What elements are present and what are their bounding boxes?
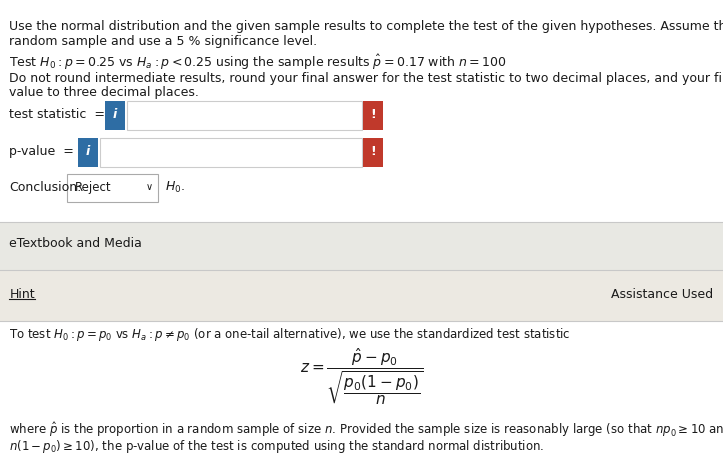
FancyBboxPatch shape — [0, 0, 723, 222]
Text: i: i — [113, 108, 117, 121]
Text: Hint: Hint — [9, 288, 35, 301]
FancyBboxPatch shape — [78, 138, 98, 167]
Text: test statistic  =: test statistic = — [9, 108, 106, 121]
Text: i: i — [86, 145, 90, 158]
Text: random sample and use a 5 % significance level.: random sample and use a 5 % significance… — [9, 35, 317, 48]
FancyBboxPatch shape — [0, 222, 723, 270]
Text: Test $H_0 : p = 0.25$ vs $H_a : p < 0.25$ using the sample results $\hat{p} = 0.: Test $H_0 : p = 0.25$ vs $H_a : p < 0.25… — [9, 53, 507, 72]
Text: Assistance Used: Assistance Used — [612, 288, 714, 301]
FancyBboxPatch shape — [127, 101, 362, 130]
Text: !: ! — [370, 108, 376, 121]
Text: Do not round intermediate results, round your final answer for the test statisti: Do not round intermediate results, round… — [9, 72, 723, 85]
FancyBboxPatch shape — [0, 270, 723, 321]
FancyBboxPatch shape — [363, 101, 383, 130]
FancyBboxPatch shape — [363, 138, 383, 167]
Text: Use the normal distribution and the given sample results to complete the test of: Use the normal distribution and the give… — [9, 20, 723, 33]
Text: $z = \dfrac{\hat{p} - p_0}{\sqrt{\dfrac{p_0(1-p_0)}{n}}}$: $z = \dfrac{\hat{p} - p_0}{\sqrt{\dfrac{… — [299, 346, 424, 407]
FancyBboxPatch shape — [105, 101, 125, 130]
Text: $H_0$.: $H_0$. — [165, 180, 185, 195]
Text: eTextbook and Media: eTextbook and Media — [9, 237, 142, 250]
FancyBboxPatch shape — [67, 174, 158, 202]
Text: where $\hat{p}$ is the proportion in a random sample of size $n$. Provided the s: where $\hat{p}$ is the proportion in a r… — [9, 420, 723, 439]
Text: To test $H_0 : p = p_0$ vs $H_a : p \neq p_0$ (or a one-tail alternative), we us: To test $H_0 : p = p_0$ vs $H_a : p \neq… — [9, 326, 571, 343]
Text: $n(1 - p_0) \geq 10$), the p-value of the test is computed using the standard no: $n(1 - p_0) \geq 10$), the p-value of th… — [9, 438, 544, 455]
Text: !: ! — [370, 145, 376, 158]
Text: Reject: Reject — [74, 181, 111, 194]
Text: Conclusion:: Conclusion: — [9, 181, 82, 194]
Text: value to three decimal places.: value to three decimal places. — [9, 86, 200, 99]
Text: p-value  =: p-value = — [9, 145, 74, 158]
FancyBboxPatch shape — [100, 138, 362, 167]
Text: ∨: ∨ — [146, 182, 153, 192]
FancyBboxPatch shape — [0, 321, 723, 462]
